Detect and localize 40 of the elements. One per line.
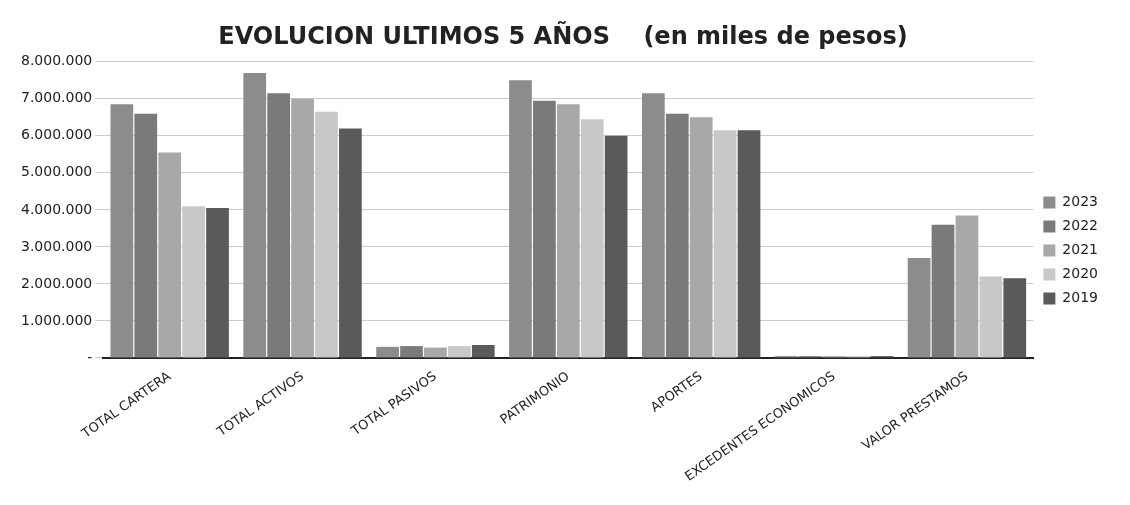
bar xyxy=(376,346,399,358)
bar xyxy=(447,346,471,358)
bar xyxy=(400,346,423,358)
bar xyxy=(931,224,955,358)
bar xyxy=(955,215,979,358)
legend-label: 2023 xyxy=(1062,193,1099,210)
y-tick-label: 2.000.000 xyxy=(20,274,93,291)
bar xyxy=(509,80,532,358)
legend-label: 2020 xyxy=(1062,265,1099,282)
bar xyxy=(471,345,495,358)
y-tick-label: 7.000.000 xyxy=(20,89,93,106)
bar xyxy=(206,208,229,358)
bar xyxy=(556,104,580,358)
bar xyxy=(665,113,689,358)
legend-label: 2021 xyxy=(1062,241,1099,258)
y-tick-label: - xyxy=(87,348,93,365)
bar xyxy=(110,104,134,358)
bar xyxy=(158,152,182,358)
y-tick-label: 4.000.000 xyxy=(20,200,93,217)
bar xyxy=(339,128,362,358)
chart-title: EVOLUCION ULTIMOS 5 AÑOS (en miles de pesos) xyxy=(218,20,908,50)
bar xyxy=(267,93,291,358)
bar xyxy=(134,113,158,358)
y-tick-label: 1.000.000 xyxy=(20,311,93,328)
y-tick-label: 3.000.000 xyxy=(20,237,93,254)
y-tick-label: 6.000.000 xyxy=(20,126,93,143)
bar xyxy=(243,72,267,358)
bar xyxy=(907,258,931,358)
bar xyxy=(689,117,713,358)
bar xyxy=(641,93,665,358)
legend-label: 2019 xyxy=(1062,289,1099,306)
bar xyxy=(737,130,761,358)
legend-label: 2022 xyxy=(1062,217,1099,234)
bar xyxy=(1003,278,1027,358)
bar xyxy=(424,347,447,358)
bar xyxy=(291,98,314,358)
y-tick-label: 8.000.000 xyxy=(20,52,93,69)
bar xyxy=(533,100,556,358)
bar xyxy=(604,135,628,358)
y-tick-label: 5.000.000 xyxy=(20,163,93,180)
